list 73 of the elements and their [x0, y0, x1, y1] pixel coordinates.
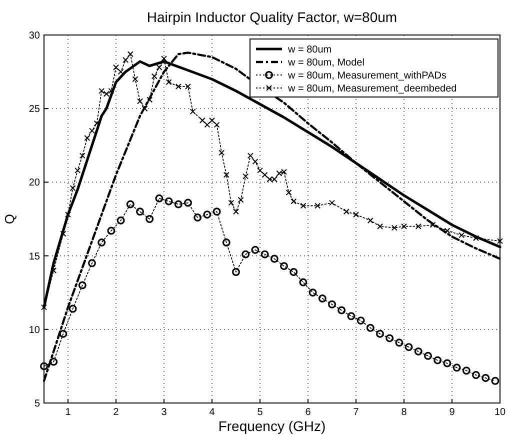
point — [155, 194, 164, 202]
chart-title: Hairpin Inductor Quality Factor, w=80um — [146, 9, 398, 25]
point — [424, 352, 432, 360]
point — [184, 198, 192, 207]
point — [232, 268, 240, 276]
x-tick-label: 1 — [65, 407, 72, 418]
point — [280, 262, 288, 270]
point — [299, 278, 308, 286]
point — [59, 330, 68, 338]
point — [482, 374, 490, 382]
point — [434, 356, 442, 364]
legend-label: w = 80um, Measurement_deembeded — [287, 84, 457, 94]
point — [376, 330, 384, 338]
legend-label: w = 80um, Measurement_withPADs — [287, 70, 446, 82]
point — [462, 366, 470, 375]
point — [270, 254, 278, 263]
point — [41, 304, 47, 310]
point — [386, 334, 394, 342]
point — [395, 338, 404, 347]
point — [65, 212, 71, 218]
point — [164, 197, 173, 206]
x-axis-title: Frequency (GHz) — [218, 418, 326, 434]
point — [472, 371, 480, 380]
x-tick-label: 6 — [305, 407, 312, 418]
point — [347, 312, 356, 320]
point — [338, 306, 346, 314]
x-tick-label: 5 — [257, 407, 264, 418]
y-tick-label: 20 — [28, 178, 40, 189]
point — [356, 316, 365, 325]
x-tick-label: 8 — [401, 407, 408, 418]
y-tick-label: 10 — [28, 324, 40, 336]
point — [98, 238, 106, 247]
point — [136, 208, 144, 216]
point — [146, 215, 154, 223]
y-tick-label: 30 — [28, 30, 40, 42]
y-tick-label: 15 — [28, 251, 40, 262]
point — [88, 259, 96, 268]
point — [194, 214, 202, 222]
point — [404, 343, 413, 352]
point — [203, 210, 212, 219]
point — [251, 246, 260, 254]
point — [452, 364, 461, 372]
y-axis-title: Q — [2, 214, 17, 224]
point — [68, 304, 77, 313]
point — [414, 347, 422, 356]
legend-label: w = 80um — [287, 44, 332, 56]
x-tick-label: 10 — [494, 407, 506, 418]
y-tick-label: 5 — [34, 398, 40, 410]
point — [308, 288, 317, 297]
x-tick-label: 2 — [113, 407, 120, 418]
point — [116, 216, 125, 224]
y-tick-label: 25 — [28, 104, 40, 116]
point — [107, 226, 116, 235]
point — [222, 238, 230, 247]
point — [443, 359, 452, 368]
point — [290, 268, 298, 276]
point — [328, 300, 336, 308]
point — [318, 294, 326, 302]
x-tick-label: 9 — [449, 407, 456, 418]
x-tick-label: 7 — [353, 407, 360, 418]
point — [212, 208, 221, 216]
point — [40, 362, 48, 370]
point — [126, 200, 134, 208]
point — [242, 250, 250, 258]
x-tick-label: 4 — [209, 407, 216, 418]
point — [260, 250, 269, 258]
point — [50, 358, 58, 366]
point — [491, 376, 500, 385]
point — [366, 324, 374, 332]
legend-label: w = 80um, Model — [287, 58, 364, 68]
point — [78, 281, 86, 290]
x-tick-label: 3 — [161, 407, 168, 418]
point — [174, 200, 182, 208]
